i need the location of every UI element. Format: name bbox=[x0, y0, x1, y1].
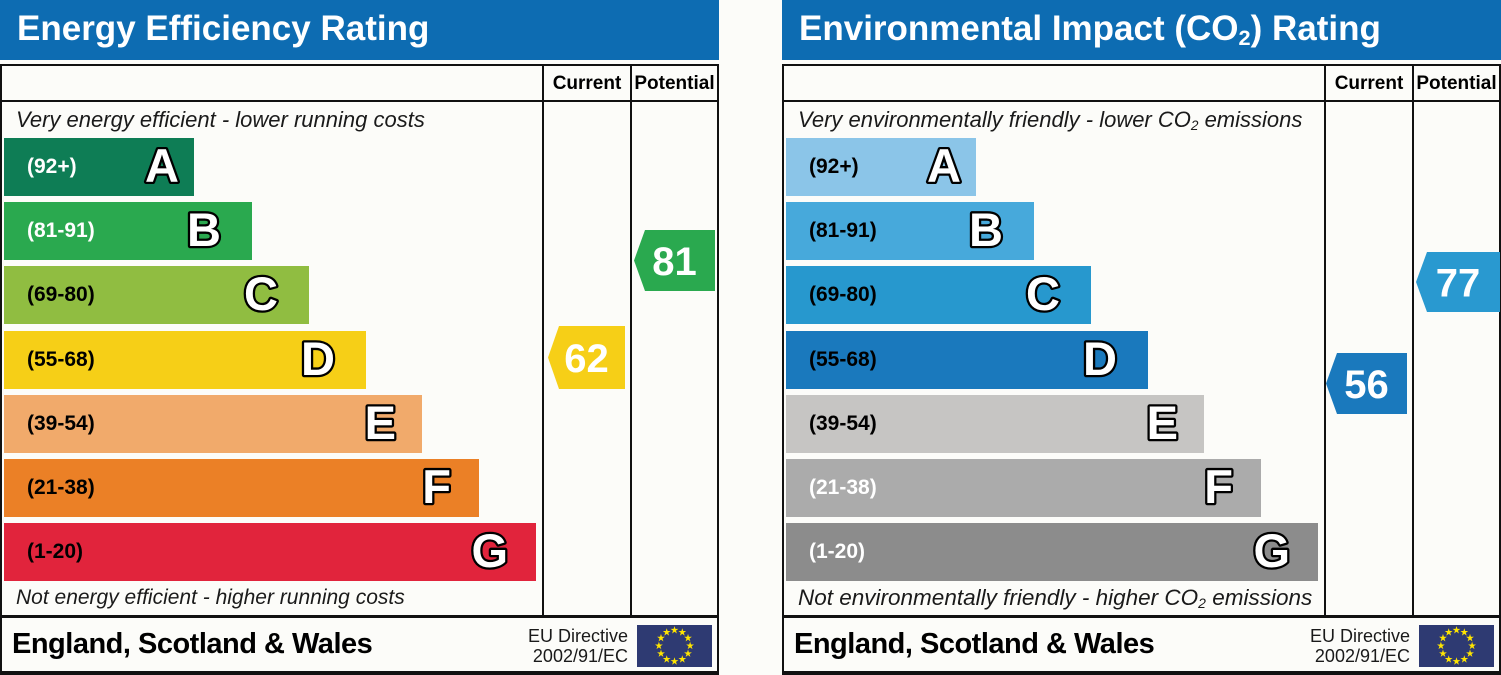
svg-text:62: 62 bbox=[564, 337, 609, 381]
svg-text:77: 77 bbox=[1436, 262, 1481, 306]
svg-text:81: 81 bbox=[652, 240, 697, 284]
svg-text:56: 56 bbox=[1344, 363, 1389, 407]
